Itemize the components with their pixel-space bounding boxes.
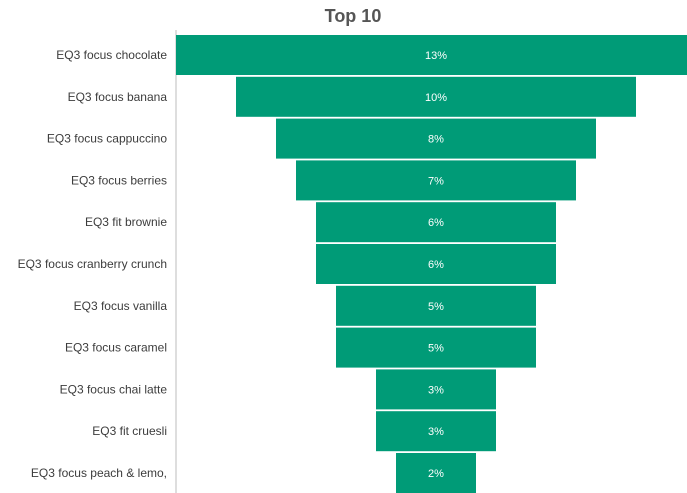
category-label: EQ3 fit cruesli [92, 424, 167, 438]
category-label: EQ3 focus peach & lemo, [31, 466, 167, 480]
data-label: 6% [428, 259, 444, 271]
funnel-bar [316, 202, 556, 243]
category-label: EQ3 focus chai latte [60, 382, 168, 396]
funnel-bar [336, 327, 536, 368]
funnel-bar [236, 76, 636, 117]
funnel-bar [376, 369, 496, 410]
category-label: EQ3 focus cappuccino [47, 132, 167, 146]
data-label: 3% [428, 426, 444, 438]
category-label: EQ3 focus cranberry crunch [18, 257, 167, 271]
data-label: 10% [425, 92, 447, 104]
data-label: 7% [428, 175, 444, 187]
category-label: EQ3 focus vanilla [74, 299, 168, 313]
data-label: 2% [428, 468, 444, 480]
funnel-bar [396, 453, 476, 493]
funnel-bar [316, 244, 556, 284]
data-label: 3% [428, 384, 444, 396]
data-label: 6% [428, 217, 444, 229]
data-label: 5% [428, 301, 444, 313]
funnel-bar [296, 160, 576, 201]
data-label: 13% [425, 50, 447, 62]
funnel-bar [176, 35, 687, 75]
data-label: 8% [428, 134, 444, 146]
category-label: EQ3 focus berries [71, 173, 167, 187]
funnel-bar [276, 118, 596, 159]
category-label: EQ3 focus banana [68, 90, 168, 104]
data-label: 5% [428, 343, 444, 355]
category-label: EQ3 focus chocolate [56, 48, 167, 62]
funnel-bar [336, 285, 536, 326]
category-label: EQ3 focus caramel [65, 341, 167, 355]
funnel-bar [376, 411, 496, 452]
category-label: EQ3 fit brownie [85, 215, 167, 229]
chart-title: Top 10 [324, 6, 382, 26]
